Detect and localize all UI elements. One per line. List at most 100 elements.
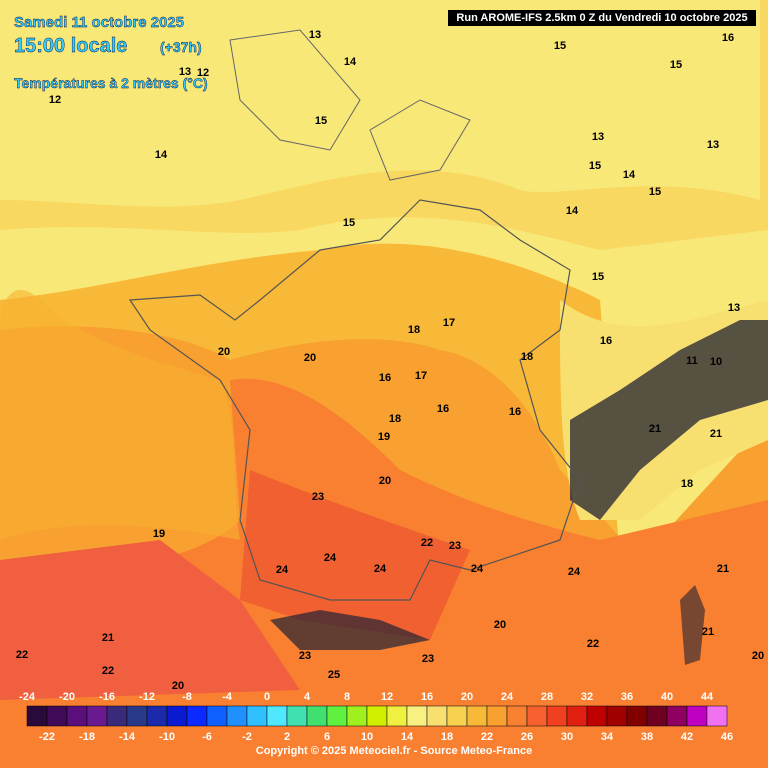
contour-label: 23 (422, 653, 434, 665)
scale-swatch (586, 705, 608, 727)
scale-label: -6 (202, 731, 212, 743)
zone-iberia (0, 540, 300, 700)
contour-label: 16 (437, 403, 449, 415)
contour-label: 13 (728, 302, 740, 314)
scale-label: 42 (681, 731, 693, 743)
scale-swatch (626, 705, 648, 727)
contour-label: 22 (421, 537, 433, 549)
contour-label: 21 (717, 563, 729, 575)
scale-swatch (46, 705, 68, 727)
scale-swatch (126, 705, 148, 727)
scale-swatch (106, 705, 128, 727)
lead-time: (+37h) (160, 39, 202, 55)
contour-label: 20 (494, 619, 506, 631)
contour-label: 21 (649, 423, 661, 435)
scale-swatch (206, 705, 228, 727)
scale-label: 34 (601, 731, 614, 743)
contour-label: 14 (623, 169, 636, 181)
pyrenees-relief (270, 610, 430, 650)
scale-swatch (526, 705, 548, 727)
contour-label: 15 (670, 59, 682, 71)
scale-label: 2 (284, 731, 290, 743)
contour-label: 15 (589, 160, 601, 172)
contour-label: 15 (343, 217, 355, 229)
scale-label: -8 (182, 691, 192, 703)
contour-label: 15 (649, 186, 661, 198)
uk-benelux-outline (229, 29, 471, 181)
time: 15:00 locale (14, 35, 127, 57)
contour-label: 18 (681, 478, 693, 490)
scale-label: -24 (19, 691, 36, 703)
contour-label: 17 (443, 317, 455, 329)
contour-label: 14 (155, 149, 168, 161)
contour-label: 22 (102, 665, 114, 677)
zone-24 (240, 470, 470, 640)
alps-relief (570, 320, 768, 520)
contour-label: 11 (686, 355, 698, 367)
contour-label: 21 (710, 428, 722, 440)
scale-label: 24 (501, 691, 514, 703)
scale-label: 18 (441, 731, 453, 743)
scale-label: 8 (344, 691, 350, 703)
scale-swatch (26, 705, 48, 727)
scale-swatch (426, 705, 448, 727)
contour-label: 18 (408, 324, 420, 336)
contour-label: 18 (389, 413, 401, 425)
contour-label: 20 (218, 346, 230, 358)
scale-swatch (566, 705, 588, 727)
atlantic (0, 290, 240, 540)
contour-label: 20 (304, 352, 316, 364)
contour-label: 13 (592, 131, 604, 143)
contour-label: 10 (710, 356, 722, 368)
scale-swatch (706, 705, 728, 727)
contour-label: 23 (312, 491, 324, 503)
scale-swatch (606, 705, 628, 727)
scale-swatch (66, 705, 88, 727)
contour-label: 24 (276, 564, 289, 576)
scale-swatch (446, 705, 468, 727)
zone-15 (0, 0, 768, 250)
scale-label: -16 (99, 691, 115, 703)
scale-label: 10 (361, 731, 373, 743)
corsica-relief (680, 585, 705, 665)
scale-swatch (486, 705, 508, 727)
scale-swatch (386, 705, 408, 727)
scale-label: 20 (461, 691, 473, 703)
contour-label: 14 (344, 56, 357, 68)
scale-label: 22 (481, 731, 493, 743)
contour-label: 24 (374, 563, 387, 575)
contour-labels: 13 14 15 15 16 13 12 12 15 14 13 13 15 14 15 14 15 15 13 16… (16, 29, 764, 692)
contour-label: 16 (600, 335, 612, 347)
contour-label: 20 (172, 680, 184, 692)
contour-label: 12 (197, 67, 209, 79)
contour-label: 17 (415, 370, 427, 382)
contour-label: 12 (49, 94, 61, 106)
scale-swatch (286, 705, 308, 727)
contour-label: 22 (16, 649, 28, 661)
scale-label: 12 (381, 691, 393, 703)
contour-label: 16 (509, 406, 521, 418)
scale-label: 38 (641, 731, 653, 743)
contour-label: 21 (102, 632, 114, 644)
contour-label: 13 (179, 66, 191, 78)
contour-label: 16 (379, 372, 391, 384)
scale-label: 32 (581, 691, 593, 703)
scale-label: -20 (59, 691, 75, 703)
scale-swatch (326, 705, 348, 727)
scale-label: 6 (324, 731, 330, 743)
contour-label: 25 (328, 669, 340, 681)
contour-label: 14 (566, 205, 579, 217)
scale-label: 44 (701, 691, 714, 703)
scale-label: 26 (521, 731, 533, 743)
scale-swatch (686, 705, 708, 727)
scale-swatch (146, 705, 168, 727)
color-scale: -24-22-20-18-16-14-12-10-8-6-4-202468101… (19, 691, 733, 743)
run-box (448, 10, 756, 26)
contour-label: 15 (554, 40, 566, 52)
contour-label: 16 (722, 32, 734, 44)
scale-label: -2 (242, 731, 252, 743)
scale-label: -14 (119, 731, 136, 743)
contour-label: 20 (752, 650, 764, 662)
scale-swatch (506, 705, 528, 727)
scale-label: 46 (721, 731, 733, 743)
